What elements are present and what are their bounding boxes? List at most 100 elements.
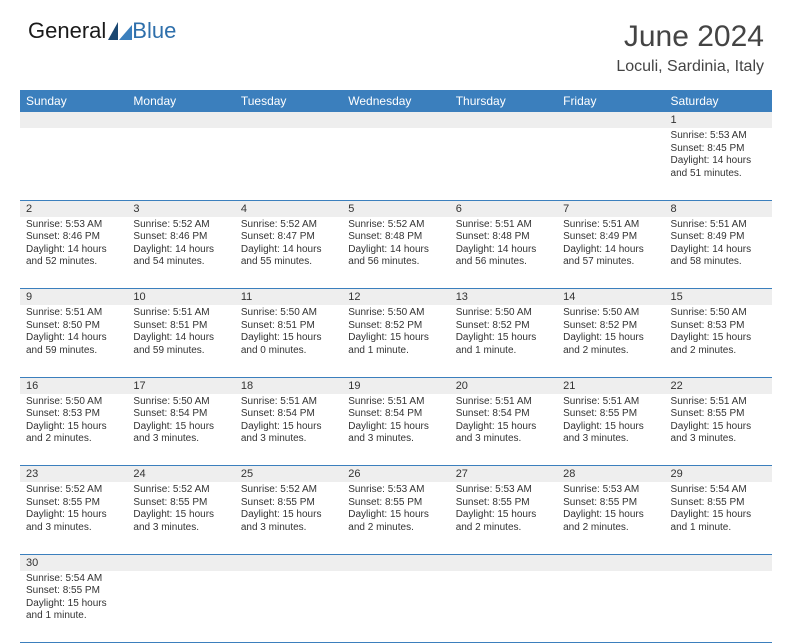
day-number-cell — [235, 112, 342, 128]
day-cell: Sunrise: 5:52 AMSunset: 8:55 PMDaylight:… — [235, 482, 342, 554]
sunset-line: Sunset: 8:55 PM — [348, 497, 443, 510]
day-details: Sunrise: 5:52 AMSunset: 8:48 PMDaylight:… — [342, 217, 449, 273]
day-cell: Sunrise: 5:54 AMSunset: 8:55 PMDaylight:… — [665, 482, 772, 554]
daylight-line: Daylight: 15 hours and 0 minutes. — [241, 332, 336, 357]
day-cell: Sunrise: 5:50 AMSunset: 8:52 PMDaylight:… — [557, 305, 664, 377]
logo-sail-icon — [108, 22, 132, 40]
day-cell: Sunrise: 5:51 AMSunset: 8:55 PMDaylight:… — [557, 394, 664, 466]
day-details: Sunrise: 5:54 AMSunset: 8:55 PMDaylight:… — [665, 482, 772, 538]
daylight-line: Daylight: 14 hours and 59 minutes. — [26, 332, 121, 357]
day-number-cell: 1 — [665, 112, 772, 128]
day-number-cell: 26 — [342, 466, 449, 483]
sunset-line: Sunset: 8:48 PM — [348, 231, 443, 244]
logo-text-b: Blue — [132, 20, 176, 42]
weekday-header: Tuesday — [235, 90, 342, 112]
day-cell: Sunrise: 5:50 AMSunset: 8:54 PMDaylight:… — [127, 394, 234, 466]
sunset-line: Sunset: 8:50 PM — [26, 320, 121, 333]
sunrise-line: Sunrise: 5:51 AM — [26, 307, 121, 320]
day-number-cell: 3 — [127, 200, 234, 217]
day-cell — [665, 571, 772, 643]
day-number-cell — [342, 112, 449, 128]
daylight-line: Daylight: 15 hours and 2 minutes. — [26, 421, 121, 446]
day-number-cell: 19 — [342, 377, 449, 394]
day-cell: Sunrise: 5:50 AMSunset: 8:52 PMDaylight:… — [450, 305, 557, 377]
day-details: Sunrise: 5:51 AMSunset: 8:49 PMDaylight:… — [557, 217, 664, 273]
day-cell: Sunrise: 5:52 AMSunset: 8:47 PMDaylight:… — [235, 217, 342, 289]
day-cell: Sunrise: 5:52 AMSunset: 8:48 PMDaylight:… — [342, 217, 449, 289]
sunrise-line: Sunrise: 5:51 AM — [563, 396, 658, 409]
sunset-line: Sunset: 8:55 PM — [26, 585, 121, 598]
month-title: June 2024 — [616, 20, 764, 54]
day-number-cell: 10 — [127, 289, 234, 306]
day-details: Sunrise: 5:51 AMSunset: 8:50 PMDaylight:… — [20, 305, 127, 361]
day-cell: Sunrise: 5:53 AMSunset: 8:55 PMDaylight:… — [342, 482, 449, 554]
day-cell: Sunrise: 5:51 AMSunset: 8:55 PMDaylight:… — [665, 394, 772, 466]
daylight-line: Daylight: 15 hours and 3 minutes. — [348, 421, 443, 446]
day-cell: Sunrise: 5:50 AMSunset: 8:52 PMDaylight:… — [342, 305, 449, 377]
day-cell: Sunrise: 5:51 AMSunset: 8:51 PMDaylight:… — [127, 305, 234, 377]
daylight-line: Daylight: 15 hours and 2 minutes. — [348, 509, 443, 534]
sunrise-line: Sunrise: 5:52 AM — [348, 219, 443, 232]
day-details: Sunrise: 5:51 AMSunset: 8:54 PMDaylight:… — [342, 394, 449, 450]
day-details: Sunrise: 5:53 AMSunset: 8:45 PMDaylight:… — [665, 128, 772, 184]
day-number-cell: 11 — [235, 289, 342, 306]
weekday-header: Saturday — [665, 90, 772, 112]
day-details: Sunrise: 5:52 AMSunset: 8:46 PMDaylight:… — [127, 217, 234, 273]
sunrise-line: Sunrise: 5:50 AM — [671, 307, 766, 320]
daylight-line: Daylight: 15 hours and 1 minute. — [348, 332, 443, 357]
sunrise-line: Sunrise: 5:51 AM — [671, 396, 766, 409]
day-cell — [20, 128, 127, 200]
day-details: Sunrise: 5:50 AMSunset: 8:51 PMDaylight:… — [235, 305, 342, 361]
day-number-cell: 2 — [20, 200, 127, 217]
daylight-line: Daylight: 14 hours and 56 minutes. — [456, 244, 551, 269]
sunrise-line: Sunrise: 5:50 AM — [241, 307, 336, 320]
sunrise-line: Sunrise: 5:52 AM — [133, 219, 228, 232]
sunrise-line: Sunrise: 5:51 AM — [671, 219, 766, 232]
day-details: Sunrise: 5:51 AMSunset: 8:54 PMDaylight:… — [235, 394, 342, 450]
daylight-line: Daylight: 15 hours and 3 minutes. — [241, 421, 336, 446]
day-number-cell: 30 — [20, 554, 127, 571]
day-number-cell: 4 — [235, 200, 342, 217]
day-number-cell: 14 — [557, 289, 664, 306]
sunset-line: Sunset: 8:51 PM — [241, 320, 336, 333]
weekday-header: Wednesday — [342, 90, 449, 112]
sunrise-line: Sunrise: 5:53 AM — [563, 484, 658, 497]
daylight-line: Daylight: 15 hours and 2 minutes. — [456, 509, 551, 534]
day-cell: Sunrise: 5:50 AMSunset: 8:51 PMDaylight:… — [235, 305, 342, 377]
daylight-line: Daylight: 15 hours and 3 minutes. — [563, 421, 658, 446]
day-details: Sunrise: 5:51 AMSunset: 8:48 PMDaylight:… — [450, 217, 557, 273]
sunset-line: Sunset: 8:45 PM — [671, 143, 766, 156]
day-details: Sunrise: 5:52 AMSunset: 8:55 PMDaylight:… — [127, 482, 234, 538]
sunset-line: Sunset: 8:53 PM — [26, 408, 121, 421]
day-cell: Sunrise: 5:52 AMSunset: 8:55 PMDaylight:… — [20, 482, 127, 554]
day-cell: Sunrise: 5:52 AMSunset: 8:46 PMDaylight:… — [127, 217, 234, 289]
sunset-line: Sunset: 8:49 PM — [671, 231, 766, 244]
day-number-cell: 5 — [342, 200, 449, 217]
day-details: Sunrise: 5:52 AMSunset: 8:55 PMDaylight:… — [20, 482, 127, 538]
sunset-line: Sunset: 8:46 PM — [133, 231, 228, 244]
day-number-cell — [665, 554, 772, 571]
day-cell: Sunrise: 5:51 AMSunset: 8:54 PMDaylight:… — [342, 394, 449, 466]
sunset-line: Sunset: 8:47 PM — [241, 231, 336, 244]
sunrise-line: Sunrise: 5:50 AM — [563, 307, 658, 320]
day-cell: Sunrise: 5:51 AMSunset: 8:49 PMDaylight:… — [557, 217, 664, 289]
daylight-line: Daylight: 15 hours and 3 minutes. — [133, 421, 228, 446]
sunrise-line: Sunrise: 5:54 AM — [671, 484, 766, 497]
sunset-line: Sunset: 8:51 PM — [133, 320, 228, 333]
day-details: Sunrise: 5:51 AMSunset: 8:55 PMDaylight:… — [557, 394, 664, 450]
day-details: Sunrise: 5:50 AMSunset: 8:52 PMDaylight:… — [557, 305, 664, 361]
daylight-line: Daylight: 15 hours and 1 minute. — [26, 598, 121, 623]
sunrise-line: Sunrise: 5:53 AM — [671, 130, 766, 143]
day-number-cell: 23 — [20, 466, 127, 483]
daylight-line: Daylight: 14 hours and 56 minutes. — [348, 244, 443, 269]
day-details: Sunrise: 5:50 AMSunset: 8:53 PMDaylight:… — [20, 394, 127, 450]
daylight-line: Daylight: 15 hours and 1 minute. — [671, 509, 766, 534]
day-cell: Sunrise: 5:53 AMSunset: 8:46 PMDaylight:… — [20, 217, 127, 289]
day-number-cell — [557, 112, 664, 128]
sunrise-line: Sunrise: 5:51 AM — [456, 396, 551, 409]
day-number-cell: 24 — [127, 466, 234, 483]
sunset-line: Sunset: 8:54 PM — [456, 408, 551, 421]
day-cell: Sunrise: 5:51 AMSunset: 8:54 PMDaylight:… — [235, 394, 342, 466]
daylight-line: Daylight: 15 hours and 2 minutes. — [563, 332, 658, 357]
day-number-cell: 15 — [665, 289, 772, 306]
